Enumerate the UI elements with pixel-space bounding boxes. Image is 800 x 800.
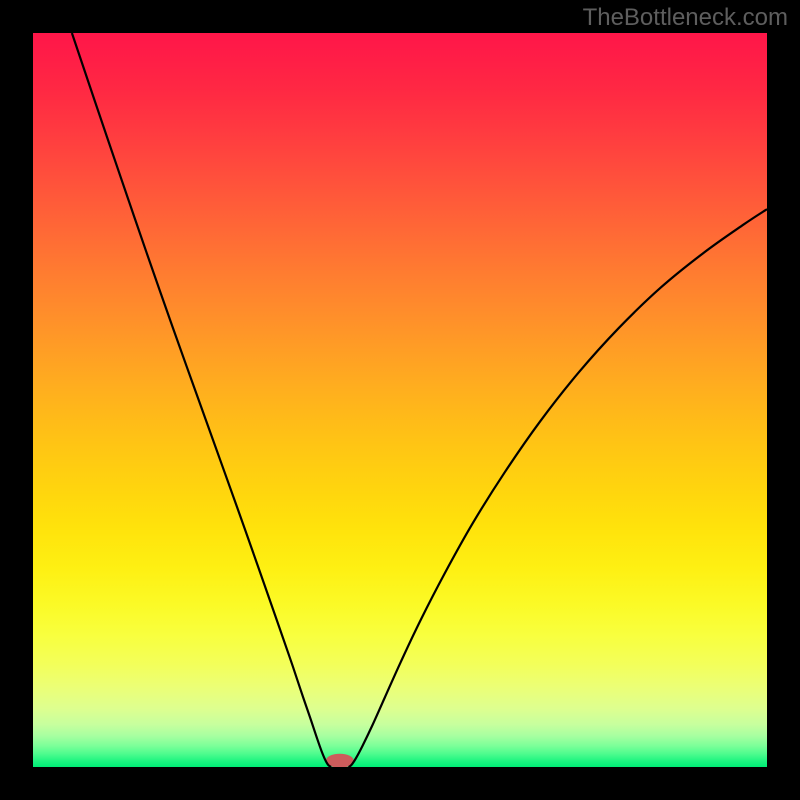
watermark-text: TheBottleneck.com [583,4,788,32]
curve-left-branch [72,33,331,767]
figure-container: TheBottleneck.com [0,0,800,800]
curve-layer [33,33,767,767]
plot-area [33,33,767,767]
curve-right-branch [349,209,767,767]
minimum-marker [326,754,354,767]
